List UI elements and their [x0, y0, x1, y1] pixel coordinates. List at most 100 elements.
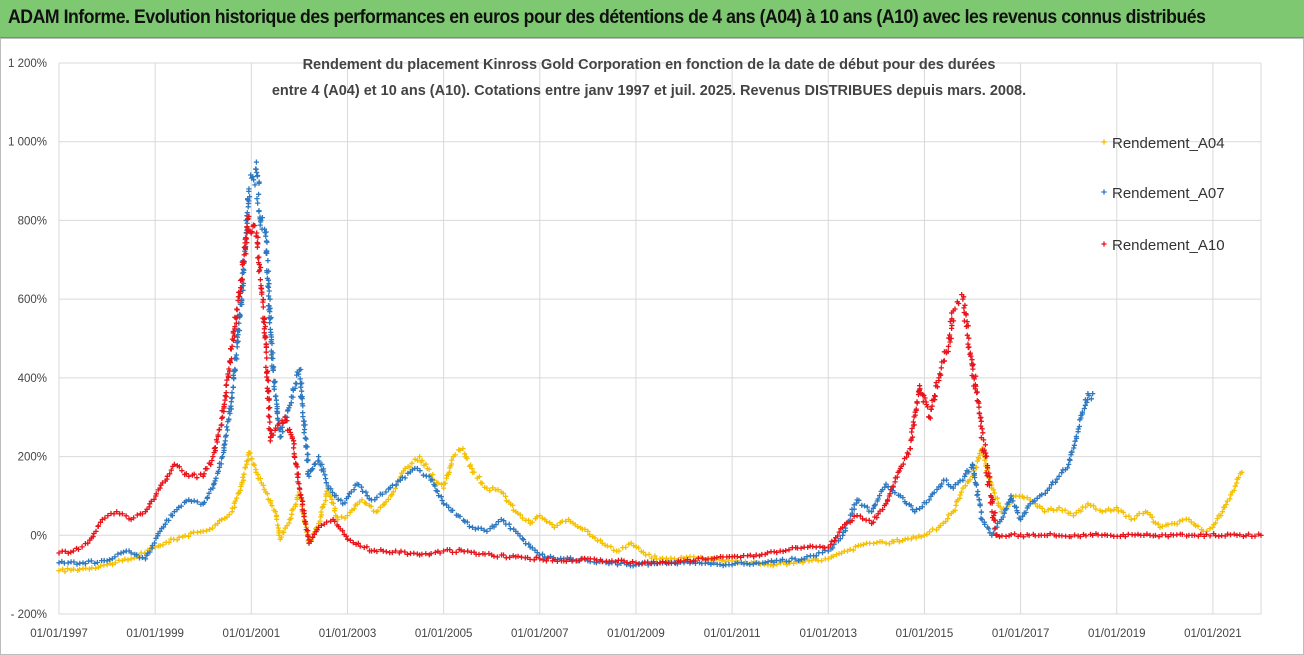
data-point — [441, 548, 447, 554]
data-point — [1085, 501, 1091, 507]
fill-point — [182, 533, 188, 539]
fill-point — [709, 556, 715, 562]
fill-point — [965, 323, 971, 329]
fill-point — [148, 498, 154, 504]
fill-point — [302, 518, 308, 524]
fill-point — [139, 554, 145, 561]
fill-point — [357, 543, 363, 549]
fill-point — [900, 461, 906, 467]
fill-point — [933, 380, 939, 386]
fill-point — [231, 333, 237, 339]
fill-point — [65, 560, 71, 566]
fill-point — [162, 521, 168, 527]
fill-point — [242, 245, 248, 251]
fill-point — [765, 559, 771, 565]
fill-point — [263, 334, 269, 340]
fill-point — [1024, 495, 1030, 501]
fill-point — [207, 526, 213, 532]
fill-point — [305, 534, 311, 540]
fill-point — [822, 545, 828, 551]
fill-point — [903, 501, 909, 507]
fill-point — [608, 544, 614, 550]
data-point — [950, 485, 956, 491]
fill-point — [412, 456, 418, 462]
fill-point — [437, 550, 443, 556]
fill-point — [927, 529, 933, 535]
fill-point — [989, 509, 995, 515]
fill-point — [429, 477, 435, 483]
fill-point — [973, 482, 980, 488]
fill-point — [228, 346, 234, 352]
fill-point — [317, 518, 323, 524]
fill-point — [1020, 513, 1026, 519]
fill-point — [913, 506, 920, 512]
x-tick-label: 01/01/2015 — [896, 628, 954, 640]
fill-point — [575, 524, 581, 530]
fill-point — [215, 432, 221, 438]
fill-point — [430, 472, 436, 478]
legend-label: Rendement_A04 — [1112, 135, 1225, 152]
fill-point — [1177, 518, 1183, 524]
fill-point — [323, 491, 329, 497]
fill-point — [887, 491, 893, 497]
fill-point — [417, 468, 423, 474]
fill-point — [1102, 532, 1108, 538]
fill-point — [796, 558, 802, 564]
fill-point — [297, 376, 303, 382]
data-point — [402, 465, 408, 471]
data-point — [335, 516, 341, 523]
y-tick-label: 800% — [18, 215, 47, 227]
fill-point — [323, 476, 329, 482]
fill-point — [468, 462, 474, 468]
fill-point — [94, 559, 100, 566]
fill-point — [263, 364, 269, 370]
fill-point — [153, 491, 159, 497]
fill-point — [383, 549, 389, 555]
fill-point — [490, 485, 496, 491]
fill-point — [221, 403, 227, 410]
fill-point — [290, 394, 296, 400]
fill-point — [1227, 496, 1233, 502]
fill-point — [128, 550, 134, 556]
fill-point — [169, 513, 175, 519]
fill-point — [93, 565, 99, 571]
fill-point — [517, 512, 523, 518]
fill-point — [235, 338, 241, 344]
fill-point — [191, 498, 197, 504]
fill-point — [324, 519, 330, 525]
fill-point — [286, 520, 292, 526]
fill-point — [453, 549, 459, 555]
fill-point — [978, 418, 984, 424]
fill-point — [64, 566, 71, 572]
fill-point — [299, 394, 305, 400]
fill-point — [471, 469, 477, 475]
y-tick-label: 200% — [18, 452, 47, 464]
x-tick-label: 01/01/2009 — [607, 628, 665, 640]
fill-point — [159, 480, 166, 486]
fill-point — [272, 378, 278, 385]
fill-point — [450, 507, 456, 513]
fill-point — [927, 415, 933, 421]
fill-point — [692, 558, 699, 564]
fill-point — [519, 515, 526, 521]
fill-point — [98, 563, 104, 569]
data-point — [344, 536, 351, 542]
fill-point — [361, 544, 367, 551]
fill-point — [255, 255, 261, 261]
fill-point — [970, 366, 976, 372]
fill-point — [1078, 508, 1084, 514]
fill-point — [194, 499, 200, 505]
data-point — [465, 548, 471, 554]
fill-point — [539, 551, 546, 557]
fill-point — [256, 179, 262, 185]
fill-point — [476, 474, 482, 480]
fill-point — [204, 494, 211, 500]
fill-point — [851, 513, 857, 519]
fill-point — [874, 515, 880, 521]
fill-point — [264, 248, 270, 254]
fill-point — [167, 471, 173, 477]
legend-marker — [1101, 241, 1107, 247]
fill-point — [302, 435, 308, 441]
data-point — [441, 501, 447, 507]
series-Rendement_A07 — [56, 159, 1096, 569]
